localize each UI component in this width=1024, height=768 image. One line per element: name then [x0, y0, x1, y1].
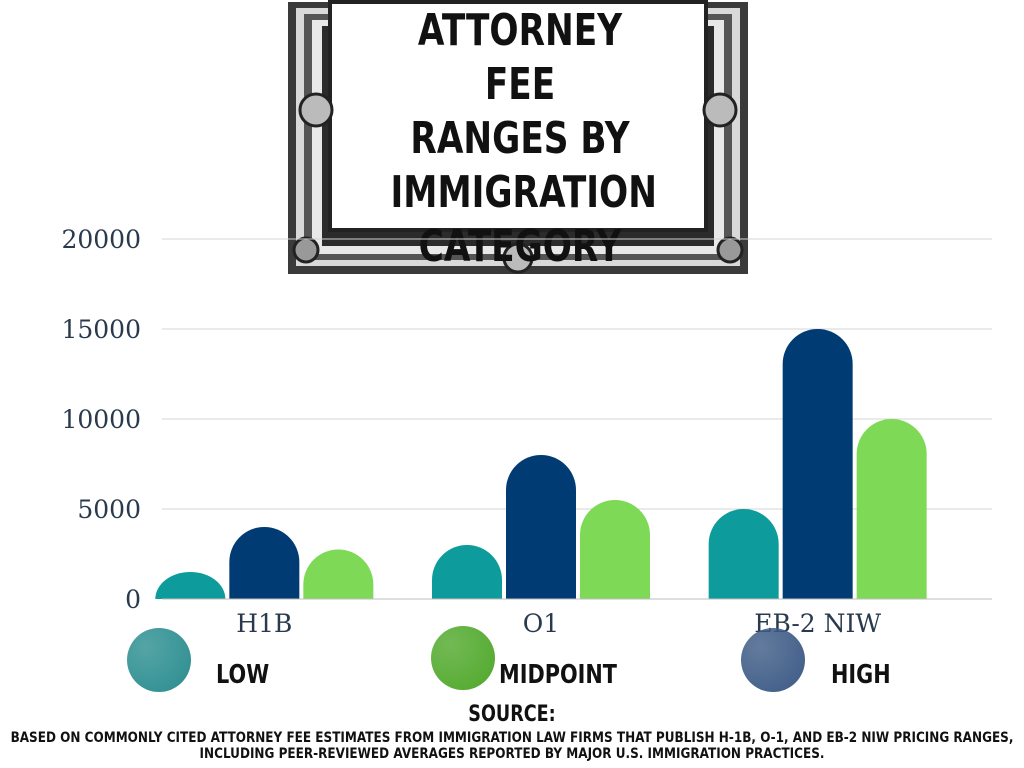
x-tick-label: O1 [523, 609, 559, 638]
y-tick-label: 5000 [77, 495, 141, 524]
y-tick-label: 15000 [61, 315, 141, 344]
bar-high-h1b [229, 527, 300, 599]
chart-title: ATTORNEY FEE RANGES BY IMMIGRATION CATEG… [390, 5, 657, 272]
legend-label-low: LOW [216, 660, 270, 690]
legend-swatch-midpoint [431, 626, 495, 690]
y-tick-label: 20000 [61, 225, 141, 254]
bar-low-h1b [155, 572, 226, 599]
source-text: BASED ON COMMONLY CITED ATTORNEY FEE EST… [10, 730, 1014, 762]
bar-midpoint-o1 [580, 500, 650, 599]
legend-swatch-high [741, 628, 805, 692]
ornate-picture-frame [288, 0, 748, 274]
bar-midpoint-h1b [303, 549, 374, 599]
legend-label-high: HIGH [831, 660, 891, 690]
x-tick-label: H1B [236, 609, 292, 638]
source-title: SOURCE: [468, 702, 556, 727]
bar-low-o1 [432, 545, 502, 599]
bar-midpoint-eb-2-niw [856, 419, 927, 599]
y-tick-label: 10000 [61, 405, 141, 434]
bar-low-eb-2-niw [708, 509, 779, 599]
bar-high-eb-2-niw [782, 329, 853, 599]
legend-label-midpoint: MIDPOINT [499, 660, 617, 690]
bar-high-o1 [506, 455, 576, 599]
y-tick-label: 0 [125, 585, 141, 614]
legend-swatch-low [127, 628, 191, 692]
